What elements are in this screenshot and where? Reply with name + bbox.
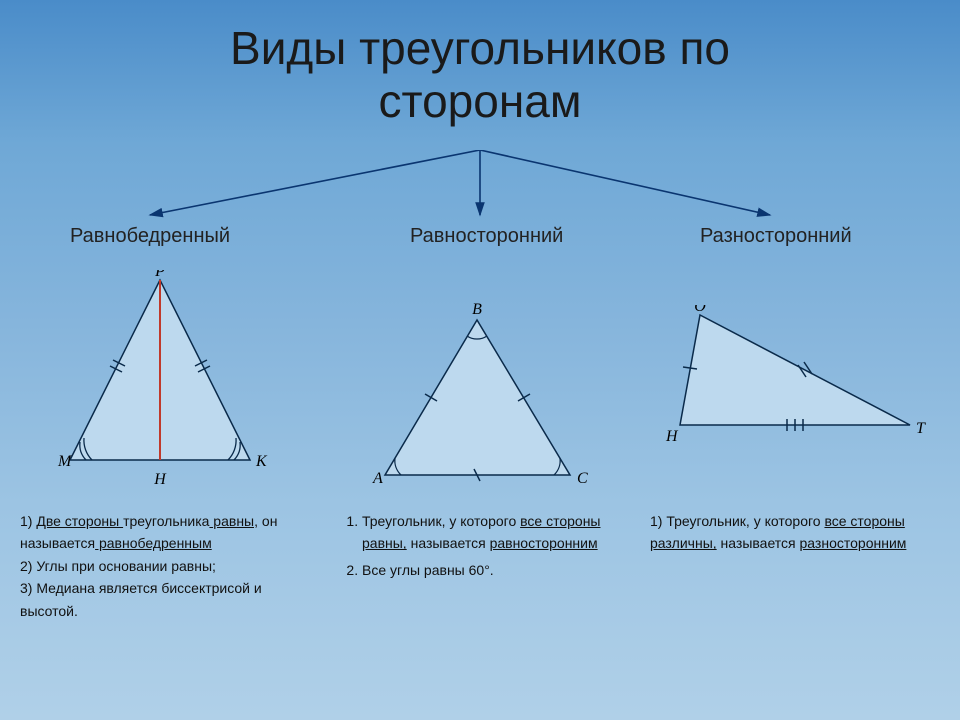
label-H: Н	[153, 471, 167, 488]
label-B: B	[472, 301, 482, 318]
branch-arrows	[0, 150, 960, 230]
def2-item2: Все углы равны 60°.	[362, 559, 620, 581]
label-O: O	[694, 305, 706, 315]
def1-line3: 3) Медиана является биссектрисой и высот…	[20, 577, 300, 622]
fig-isosceles: P M К Н	[30, 270, 290, 495]
page-title: Виды треугольников по сторонам	[0, 0, 960, 128]
def-equilateral: Треугольник, у которого все стороны равн…	[340, 510, 620, 585]
fig-scalene: O Н T	[650, 305, 940, 455]
label-K: К	[255, 453, 268, 470]
slide-content: Виды треугольников по сторонам Равнобедр…	[0, 0, 960, 720]
subhead-equilateral: Равносторонний	[410, 225, 563, 248]
label-P: P	[154, 270, 165, 280]
title-line1: Виды треугольников по	[0, 22, 960, 75]
label-C: C	[577, 470, 588, 487]
subhead-scalene: Разносторонний	[700, 225, 852, 248]
label-H2: Н	[665, 428, 679, 445]
def2-item1: Треугольник, у которого все стороны равн…	[362, 510, 620, 555]
fig-equilateral: B A C	[355, 300, 600, 495]
def-scalene: 1) Треугольник, у которого все стороны р…	[650, 510, 940, 555]
def1-line2: 2) Углы при основании равны;	[20, 555, 300, 577]
def1-line1: 1) Две стороны треугольника равны, он на…	[20, 510, 300, 555]
label-T: T	[916, 420, 926, 437]
figures-row: P M К Н B A C	[0, 270, 960, 500]
label-A: A	[372, 470, 383, 487]
label-M: M	[57, 453, 73, 470]
def-isosceles: 1) Две стороны треугольника равны, он на…	[20, 510, 300, 622]
subhead-isosceles: Равнобедренный	[70, 225, 230, 248]
title-line2: сторонам	[0, 75, 960, 128]
